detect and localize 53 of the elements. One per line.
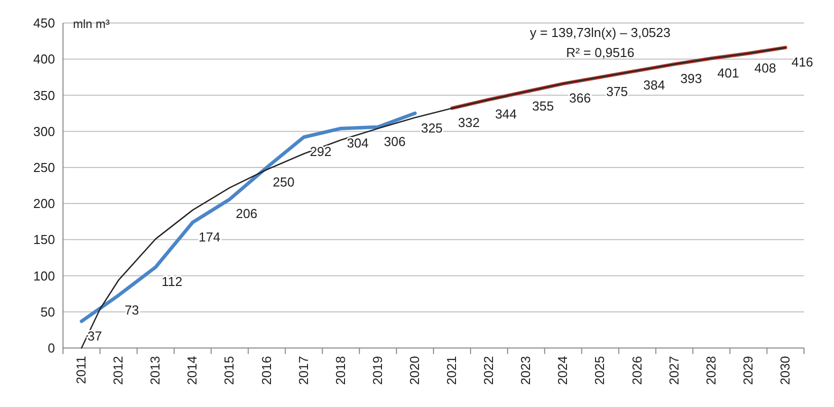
data-label: 206 xyxy=(236,206,258,222)
data-label: 401 xyxy=(717,65,740,80)
y-tick-label: 50 xyxy=(40,304,55,320)
annotation: R² = 0,9516 xyxy=(566,45,634,60)
data-label: 250 xyxy=(272,174,294,190)
y-tick-label: 100 xyxy=(33,268,55,284)
y-tick-label: 400 xyxy=(33,52,55,67)
y-tick-label: 350 xyxy=(33,88,55,103)
data-label: 375 xyxy=(606,84,628,100)
data-label: 174 xyxy=(198,229,220,244)
x-tick-label: 2015 xyxy=(222,356,237,385)
x-tick-label: 2013 xyxy=(148,356,163,385)
x-tick-label: 2030 xyxy=(777,356,792,385)
x-tick-label: 2016 xyxy=(258,356,274,385)
y-axis-title: mln m³ xyxy=(73,17,110,31)
data-label: 344 xyxy=(495,106,517,122)
x-tick-label: 2014 xyxy=(184,356,200,385)
data-label: 366 xyxy=(569,90,591,106)
data-label: 408 xyxy=(754,60,776,76)
x-tick-label: 2026 xyxy=(629,356,644,385)
x-tick-label: 2027 xyxy=(666,356,682,385)
x-tick-label: 2023 xyxy=(518,356,534,385)
x-tick-label: 2011 xyxy=(74,356,89,384)
x-tick-label: 2018 xyxy=(332,356,348,385)
y-tick-label: 200 xyxy=(33,196,55,212)
data-label: 73 xyxy=(124,302,140,318)
data-label: 325 xyxy=(420,120,443,136)
data-label: 416 xyxy=(791,54,814,70)
data-label: 306 xyxy=(384,134,406,149)
x-tick-label: 2019 xyxy=(370,356,385,385)
x-tick-label: 2029 xyxy=(740,356,756,385)
x-tick-label: 2024 xyxy=(555,356,570,385)
data-label: 384 xyxy=(643,78,665,93)
x-tick-label: 2022 xyxy=(481,356,496,385)
x-tick-label: 2025 xyxy=(592,356,608,385)
data-label: 355 xyxy=(532,98,554,114)
data-label: 332 xyxy=(458,115,480,130)
x-tick-label: 2021 xyxy=(444,356,460,385)
x-tick-label: 2012 xyxy=(110,356,126,385)
x-tick-label: 2028 xyxy=(703,356,718,385)
annotation: y = 139,73ln(x) – 3,0523 xyxy=(530,25,671,40)
data-label: 304 xyxy=(346,135,369,150)
y-tick-label: 450 xyxy=(33,16,55,31)
data-label: 37 xyxy=(88,328,102,344)
y-tick-label: 0 xyxy=(48,340,55,356)
y-tick-label: 250 xyxy=(33,160,55,175)
x-tick-label: 2017 xyxy=(296,356,311,385)
data-label: 393 xyxy=(680,71,702,86)
y-tick-label: 300 xyxy=(33,124,55,139)
data-label: 112 xyxy=(162,274,182,290)
data-label: 292 xyxy=(310,144,332,160)
y-tick-label: 150 xyxy=(33,232,55,248)
x-tick-label: 2020 xyxy=(406,356,422,385)
